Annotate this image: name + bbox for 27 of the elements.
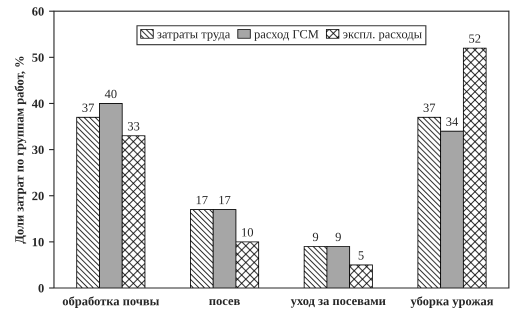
y-tick-label: 30 bbox=[32, 146, 44, 154]
y-tick-label: 50 bbox=[32, 53, 44, 62]
legend-label: расход ГСМ bbox=[254, 30, 319, 41]
data-label: 37 bbox=[424, 104, 436, 112]
data-label: 9 bbox=[336, 232, 341, 242]
data-label: 37 bbox=[82, 104, 94, 112]
y-axis-title: Доли затрат по группам работ, % bbox=[14, 56, 26, 244]
y-tick-label: 0 bbox=[38, 284, 44, 292]
data-label: 33 bbox=[128, 122, 140, 130]
data-label: 10 bbox=[242, 228, 254, 237]
y-tick-label: 40 bbox=[32, 99, 44, 108]
y-tick-label: 10 bbox=[32, 238, 44, 246]
data-label: 9 bbox=[312, 232, 318, 242]
legend-label: экспл. расходы bbox=[343, 32, 422, 41]
data-label: 34 bbox=[446, 117, 458, 126]
data-label: 40 bbox=[104, 90, 117, 98]
data-label: 52 bbox=[469, 34, 480, 43]
y-tick-label: 60 bbox=[32, 7, 44, 16]
x-tick-label: уход за посевами bbox=[290, 299, 386, 308]
data-label: 17 bbox=[196, 196, 208, 204]
x-tick-label: посев bbox=[209, 299, 240, 306]
data-label: 17 bbox=[219, 196, 230, 204]
x-tick-label: уборка урожая bbox=[410, 296, 494, 308]
legend-label: затраты труда bbox=[157, 32, 230, 41]
x-tick-label: обработка почвы bbox=[62, 296, 160, 308]
data-label: 5 bbox=[358, 251, 364, 260]
y-tick-label: 20 bbox=[32, 192, 44, 200]
